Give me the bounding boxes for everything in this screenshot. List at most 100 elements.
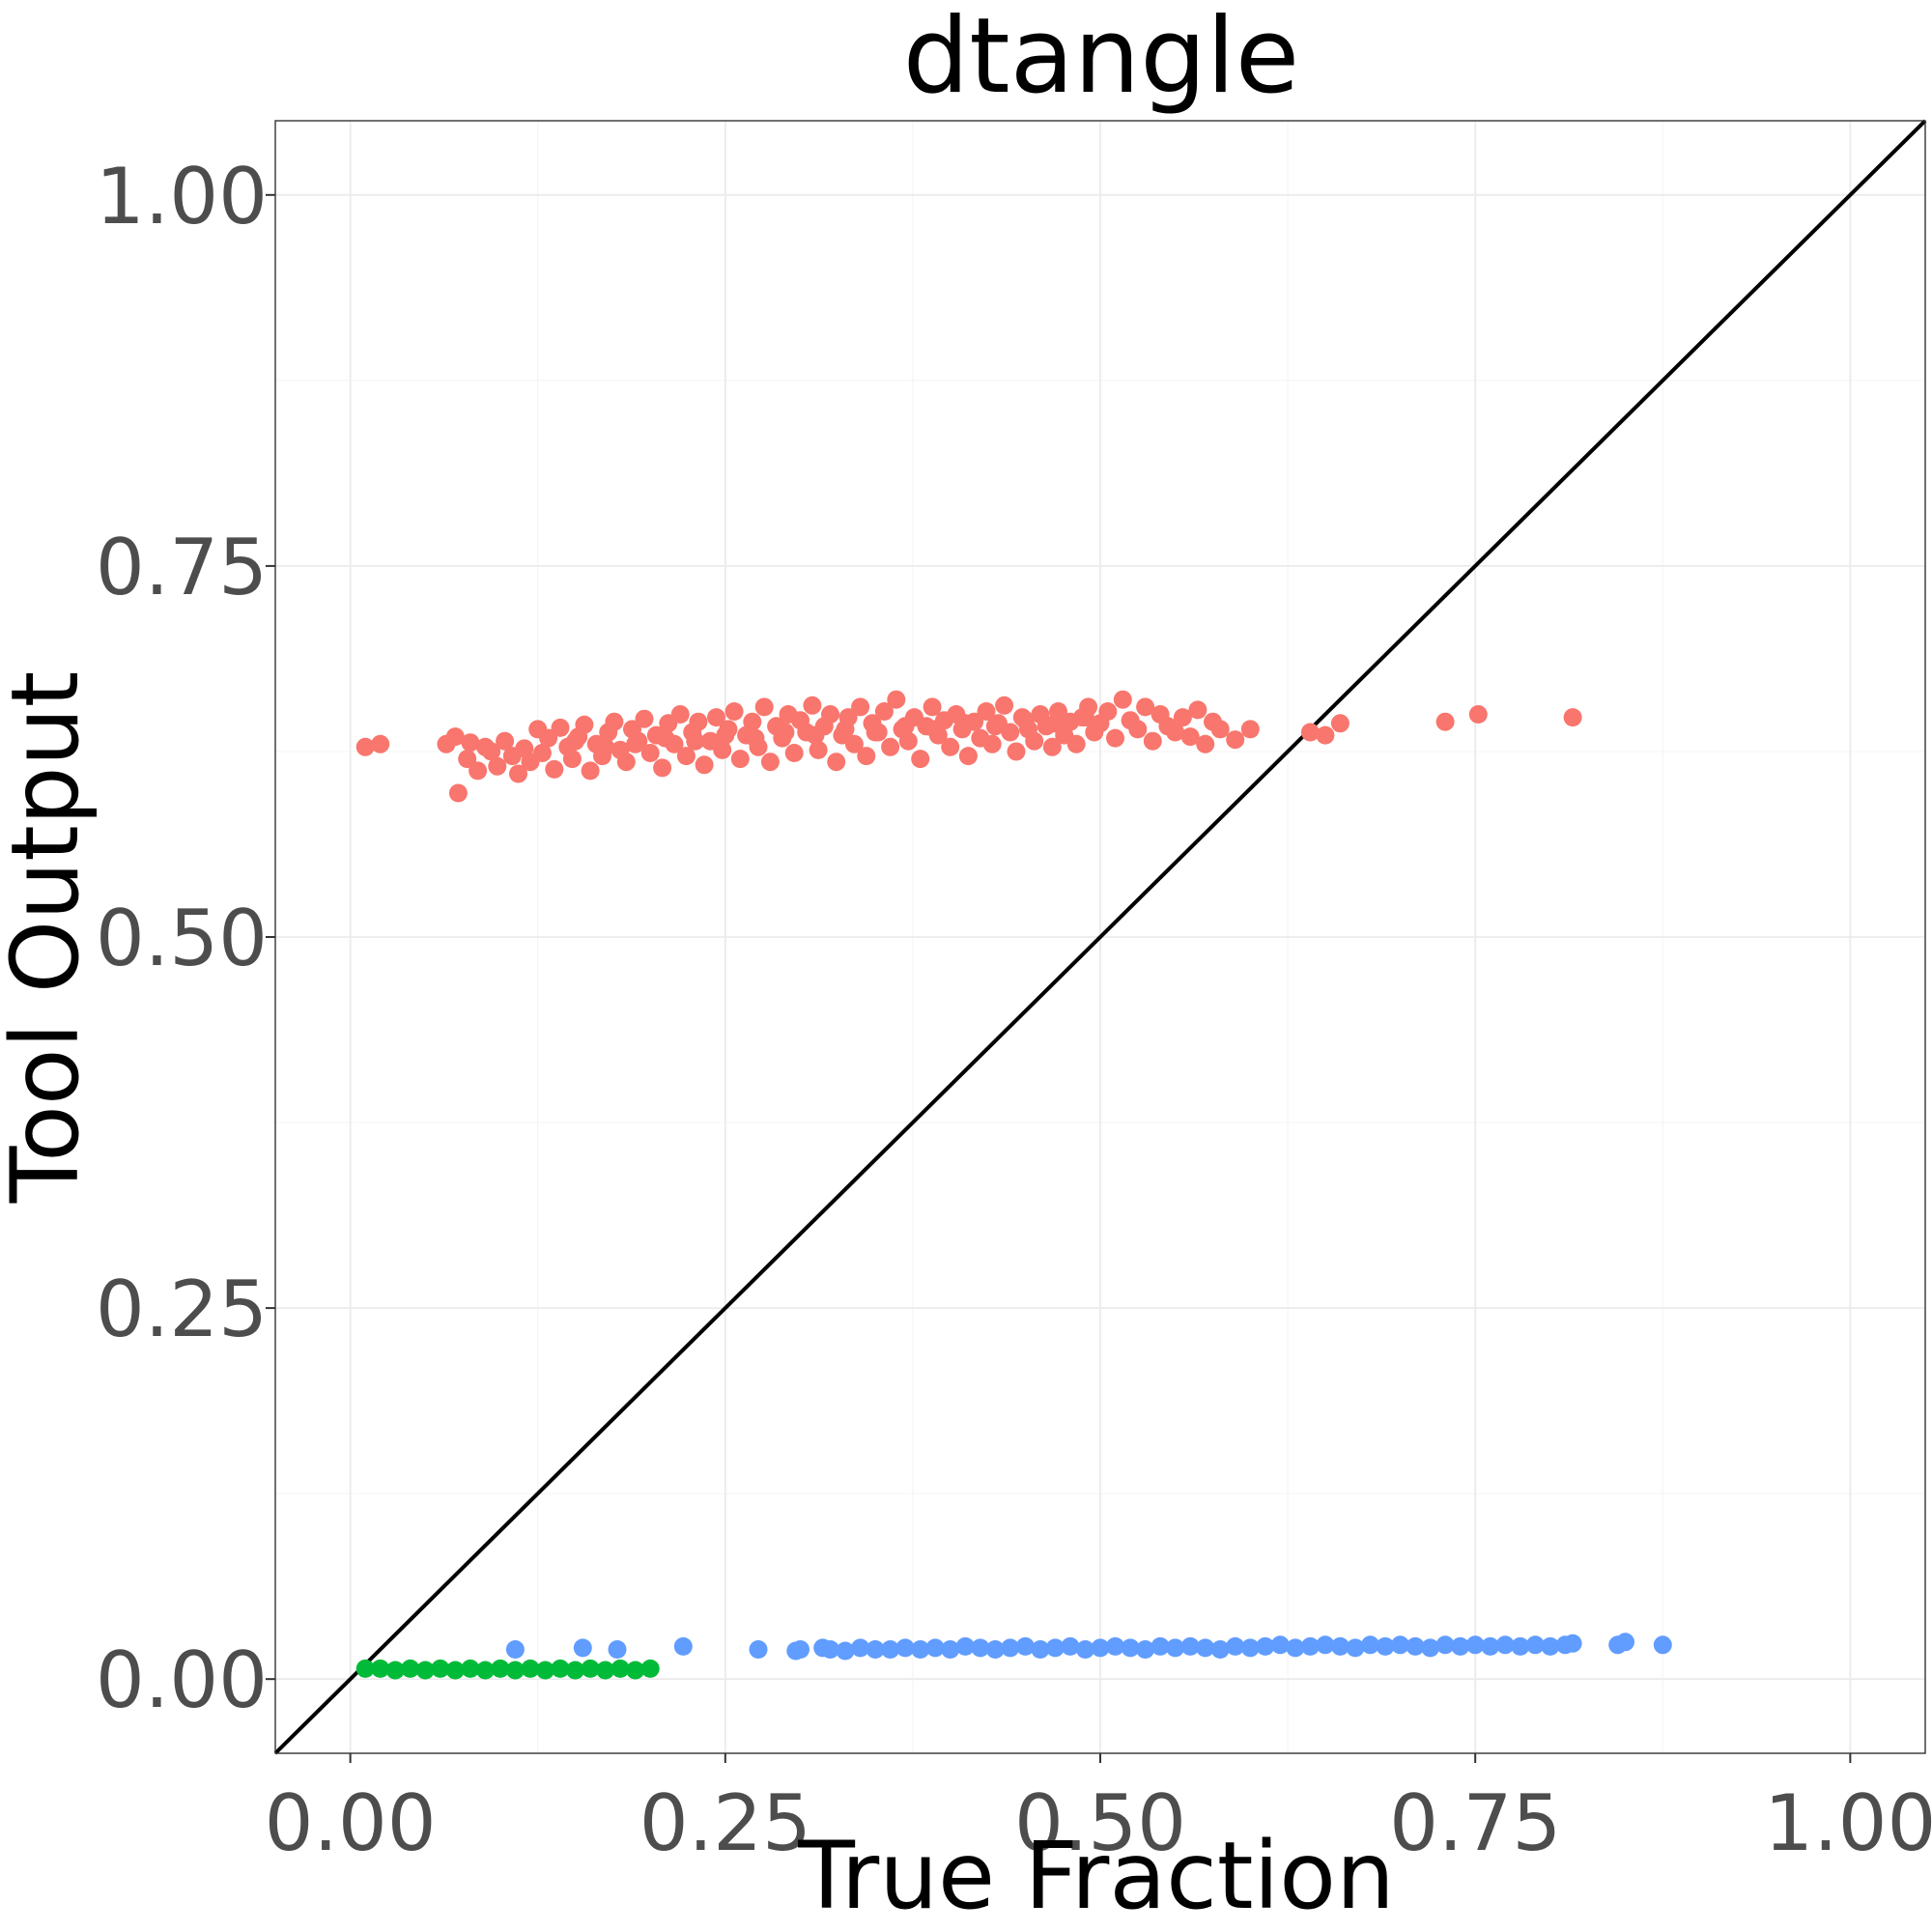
data-point bbox=[724, 702, 744, 721]
data-point bbox=[445, 1661, 465, 1680]
data-point bbox=[1143, 731, 1162, 751]
data-point bbox=[1451, 1636, 1470, 1656]
data-point bbox=[385, 1661, 405, 1680]
data-point bbox=[1025, 731, 1044, 751]
y-tick-label: 0.75 bbox=[96, 523, 268, 612]
data-point bbox=[1121, 1638, 1140, 1658]
x-axis-title: True Fraction bbox=[797, 1822, 1395, 1930]
data-point bbox=[545, 759, 564, 779]
data-point bbox=[596, 1661, 615, 1680]
y-tick-label: 0.00 bbox=[96, 1635, 268, 1725]
data-point bbox=[836, 720, 855, 739]
data-point bbox=[1106, 728, 1124, 748]
data-point bbox=[488, 756, 507, 776]
data-point bbox=[1316, 1635, 1335, 1655]
data-point bbox=[791, 1640, 810, 1659]
data-point bbox=[551, 718, 570, 737]
data-point bbox=[415, 1661, 435, 1680]
data-point bbox=[448, 783, 468, 803]
data-point bbox=[1045, 1638, 1065, 1658]
data-point bbox=[608, 1640, 627, 1659]
x-tick-label: 0.50 bbox=[1014, 1778, 1186, 1868]
data-point bbox=[1166, 723, 1185, 742]
data-point bbox=[1511, 1636, 1530, 1656]
data-point bbox=[821, 705, 839, 724]
data-point bbox=[616, 753, 636, 772]
data-point bbox=[985, 1640, 1005, 1659]
data-point bbox=[925, 1638, 945, 1658]
data-point bbox=[1563, 1634, 1582, 1653]
data-point bbox=[836, 1641, 855, 1661]
data-point bbox=[539, 728, 558, 748]
y-axis-title: Tool Output bbox=[0, 671, 99, 1204]
data-point bbox=[1066, 734, 1086, 753]
data-point bbox=[881, 737, 900, 756]
data-point bbox=[1300, 1636, 1320, 1656]
data-point bbox=[1166, 1638, 1185, 1658]
data-point bbox=[1226, 730, 1245, 750]
data-point bbox=[844, 734, 864, 753]
data-point bbox=[958, 747, 978, 766]
data-point bbox=[1563, 708, 1582, 727]
x-tick-label: 0.75 bbox=[1389, 1778, 1561, 1868]
data-point bbox=[874, 702, 894, 721]
data-point bbox=[887, 690, 906, 709]
data-point bbox=[1001, 723, 1020, 742]
chart-title: dtangle bbox=[903, 0, 1300, 117]
data-point bbox=[536, 1661, 554, 1680]
data-point bbox=[656, 728, 675, 748]
identity-line bbox=[273, 119, 1927, 1755]
data-point bbox=[1653, 1635, 1672, 1655]
data-point bbox=[1240, 720, 1260, 739]
data-point bbox=[1256, 1636, 1275, 1656]
data-point bbox=[851, 1638, 870, 1658]
data-point bbox=[1300, 723, 1320, 742]
data-point bbox=[469, 761, 488, 781]
data-point bbox=[371, 734, 390, 753]
data-point bbox=[1076, 1640, 1094, 1659]
data-point bbox=[941, 737, 960, 756]
data-point bbox=[1042, 737, 1062, 756]
data-point bbox=[925, 720, 945, 739]
x-tick-label: 0.00 bbox=[265, 1778, 437, 1868]
data-point bbox=[821, 1640, 839, 1659]
data-point bbox=[955, 1636, 975, 1656]
series-1-points bbox=[505, 1633, 1672, 1661]
data-point bbox=[626, 1661, 645, 1680]
data-point bbox=[809, 740, 828, 759]
data-point bbox=[1076, 708, 1094, 727]
data-point bbox=[754, 697, 774, 717]
data-point bbox=[911, 1640, 930, 1659]
data-point bbox=[1616, 1633, 1634, 1652]
data-point bbox=[521, 1659, 540, 1678]
data-point bbox=[355, 1659, 375, 1678]
data-point bbox=[458, 750, 477, 769]
data-point bbox=[895, 717, 915, 736]
data-point bbox=[1346, 1638, 1365, 1658]
data-point bbox=[730, 750, 750, 769]
data-point bbox=[1495, 1635, 1515, 1655]
data-point bbox=[1173, 708, 1192, 727]
data-point bbox=[857, 747, 876, 766]
data-point bbox=[509, 764, 527, 783]
data-point bbox=[1196, 734, 1215, 753]
data-point bbox=[686, 731, 705, 751]
data-point bbox=[1226, 1636, 1245, 1656]
data-point bbox=[716, 725, 735, 745]
data-point bbox=[1180, 1636, 1200, 1656]
data-point bbox=[461, 733, 480, 753]
data-point bbox=[866, 723, 885, 742]
data-point bbox=[707, 708, 725, 727]
data-point bbox=[784, 744, 804, 762]
data-point bbox=[1240, 1638, 1260, 1658]
data-point bbox=[551, 1659, 570, 1678]
data-point bbox=[898, 731, 918, 751]
data-point bbox=[1525, 1635, 1545, 1655]
data-point bbox=[1435, 712, 1455, 731]
series-2-points bbox=[355, 1659, 660, 1680]
data-point bbox=[1136, 697, 1155, 717]
data-point bbox=[977, 702, 996, 721]
axis-ticks: 0.00 0.25 0.50 0.75 1.00 0.00 0.25 0.50 0.75 1.00 bbox=[96, 152, 1932, 1868]
data-point bbox=[1270, 1635, 1290, 1655]
series-0-points bbox=[355, 690, 1582, 803]
